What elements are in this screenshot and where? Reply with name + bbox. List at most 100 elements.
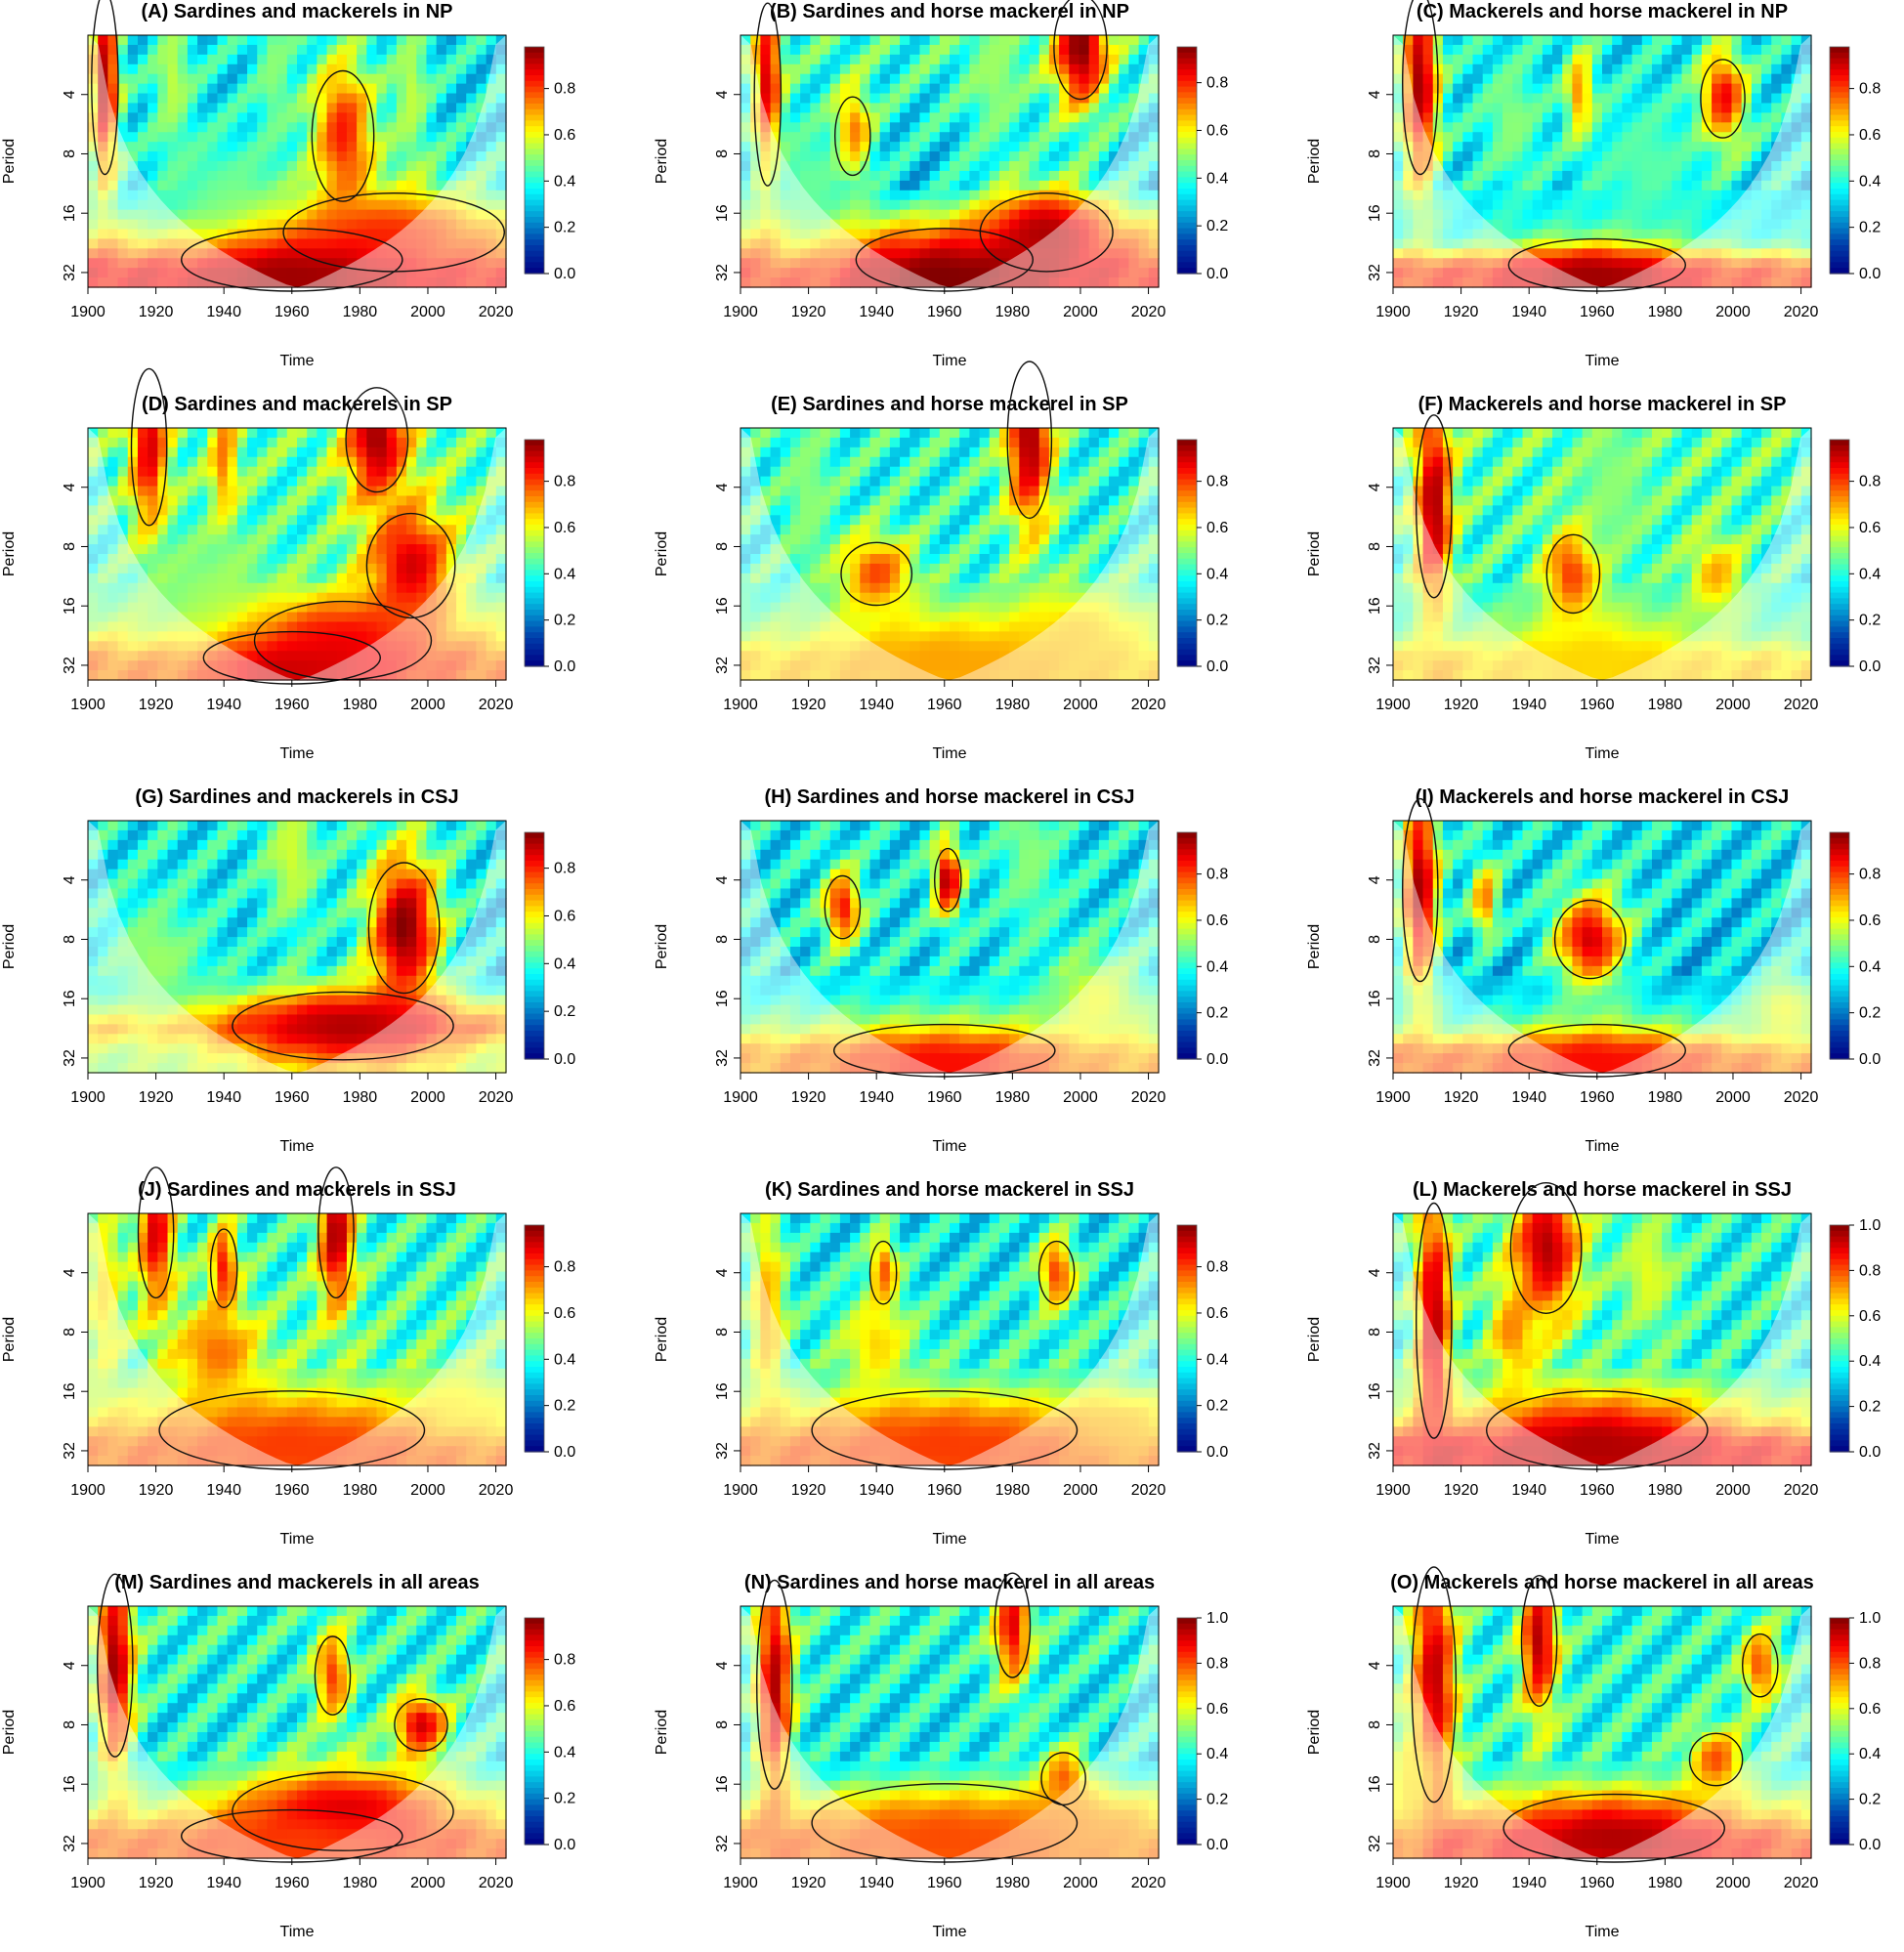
heatmap-cell	[347, 495, 358, 506]
heatmap-cell	[810, 132, 821, 143]
heatmap-cell	[1483, 103, 1494, 113]
heatmap-cell	[1473, 35, 1484, 46]
scale-swatch	[1830, 109, 1849, 115]
heatmap-cell	[1512, 94, 1523, 105]
heatmap-cell	[1632, 142, 1643, 152]
heatmap-cell	[347, 438, 358, 448]
heatmap-cell	[257, 564, 268, 574]
scale-swatch	[1830, 189, 1849, 194]
heatmap-cell	[237, 210, 248, 221]
x-axis-label: Time	[933, 353, 967, 369]
heatmap-cell	[118, 84, 129, 95]
heatmap-cell	[1682, 132, 1693, 143]
heatmap-cell	[287, 495, 298, 506]
heatmap-cell	[1622, 35, 1632, 46]
heatmap-cell	[1612, 84, 1623, 95]
heatmap-cell	[327, 651, 338, 661]
heatmap-cell	[387, 112, 398, 123]
heatmap-cell	[217, 428, 228, 439]
heatmap-cell	[287, 74, 298, 85]
heatmap-cell	[1493, 161, 1503, 172]
heatmap-cell	[1602, 74, 1613, 85]
heatmap-cell	[1712, 151, 1722, 162]
heatmap-cell	[287, 593, 298, 604]
heatmap-cell	[919, 229, 930, 239]
heatmap-cell	[277, 268, 288, 278]
heatmap-cell	[337, 238, 348, 249]
x-tick-label: 1980	[343, 304, 378, 320]
heatmap-cell	[148, 74, 158, 85]
x-axis-label: Time	[280, 353, 315, 369]
heatmap-cell	[959, 258, 970, 269]
heatmap-cell	[1009, 210, 1020, 221]
heatmap-cell	[880, 200, 891, 211]
heatmap-cell	[810, 477, 821, 488]
heatmap-cell	[437, 142, 447, 152]
heatmap-cell	[950, 248, 960, 259]
heatmap-cell	[357, 210, 367, 221]
heatmap-cell	[237, 487, 248, 497]
heatmap-cell	[1522, 103, 1533, 113]
heatmap-cell	[446, 94, 457, 105]
heatmap-cell	[1552, 171, 1563, 182]
heatmap-cell	[138, 467, 148, 478]
heatmap-cell	[228, 35, 238, 46]
heatmap-cell	[1592, 200, 1603, 211]
heatmap-cell	[1602, 258, 1613, 269]
heatmap-cell	[366, 220, 377, 231]
heatmap-cell	[287, 621, 298, 632]
heatmap-cell	[327, 220, 338, 231]
heatmap-cell	[810, 438, 821, 448]
heatmap-cell	[919, 161, 930, 172]
heatmap-cell	[880, 55, 891, 65]
heatmap-cell	[297, 467, 308, 478]
heatmap-cell	[437, 487, 447, 497]
heatmap-cell	[406, 55, 417, 65]
heatmap-cell	[999, 94, 1010, 105]
heatmap-cell	[1019, 229, 1030, 239]
scale-swatch	[1830, 47, 1849, 53]
heatmap-cell	[999, 64, 1010, 75]
heatmap-cell	[1662, 45, 1672, 56]
heatmap-cell	[1039, 103, 1050, 113]
heatmap-cell	[347, 428, 358, 439]
heatmap-cell	[1652, 94, 1663, 105]
heatmap-cell	[416, 477, 427, 488]
x-tick-label: 2000	[410, 304, 445, 320]
heatmap-cell	[437, 428, 447, 439]
heatmap-cell	[1059, 55, 1070, 65]
heatmap-cell	[1671, 220, 1682, 231]
heatmap-cell	[1731, 45, 1742, 56]
heatmap-cell	[850, 151, 861, 162]
heatmap-cell	[168, 142, 179, 152]
heatmap-cell	[999, 171, 1010, 182]
heatmap-cell	[840, 151, 851, 162]
heatmap-cell	[118, 112, 129, 123]
heatmap-cell	[1632, 238, 1643, 249]
x-tick-label: 1980	[1648, 304, 1683, 320]
heatmap-cell	[1572, 181, 1583, 191]
heatmap-cell	[337, 515, 348, 526]
heatmap-cell	[1702, 161, 1713, 172]
heatmap-cell	[1592, 142, 1603, 152]
heatmap-cell	[790, 55, 801, 65]
heatmap-cell	[197, 544, 208, 555]
heatmap-cell	[397, 161, 407, 172]
heatmap-cell	[228, 631, 238, 642]
heatmap-cell	[1128, 84, 1139, 95]
heatmap-cell	[207, 55, 218, 65]
heatmap-cell	[1583, 210, 1593, 221]
heatmap-cell	[1642, 94, 1653, 105]
heatmap-cell	[168, 122, 179, 133]
heatmap-cell	[366, 515, 377, 526]
heatmap-cell	[317, 248, 327, 259]
heatmap-cell	[1671, 142, 1682, 152]
heatmap-cell	[237, 171, 248, 182]
heatmap-cell	[138, 544, 148, 555]
heatmap-cell	[900, 142, 910, 152]
heatmap-cell	[327, 181, 338, 191]
heatmap-cell	[287, 45, 298, 56]
heatmap-cell	[188, 593, 198, 604]
heatmap-cell	[387, 210, 398, 221]
heatmap-cell	[107, 457, 118, 468]
